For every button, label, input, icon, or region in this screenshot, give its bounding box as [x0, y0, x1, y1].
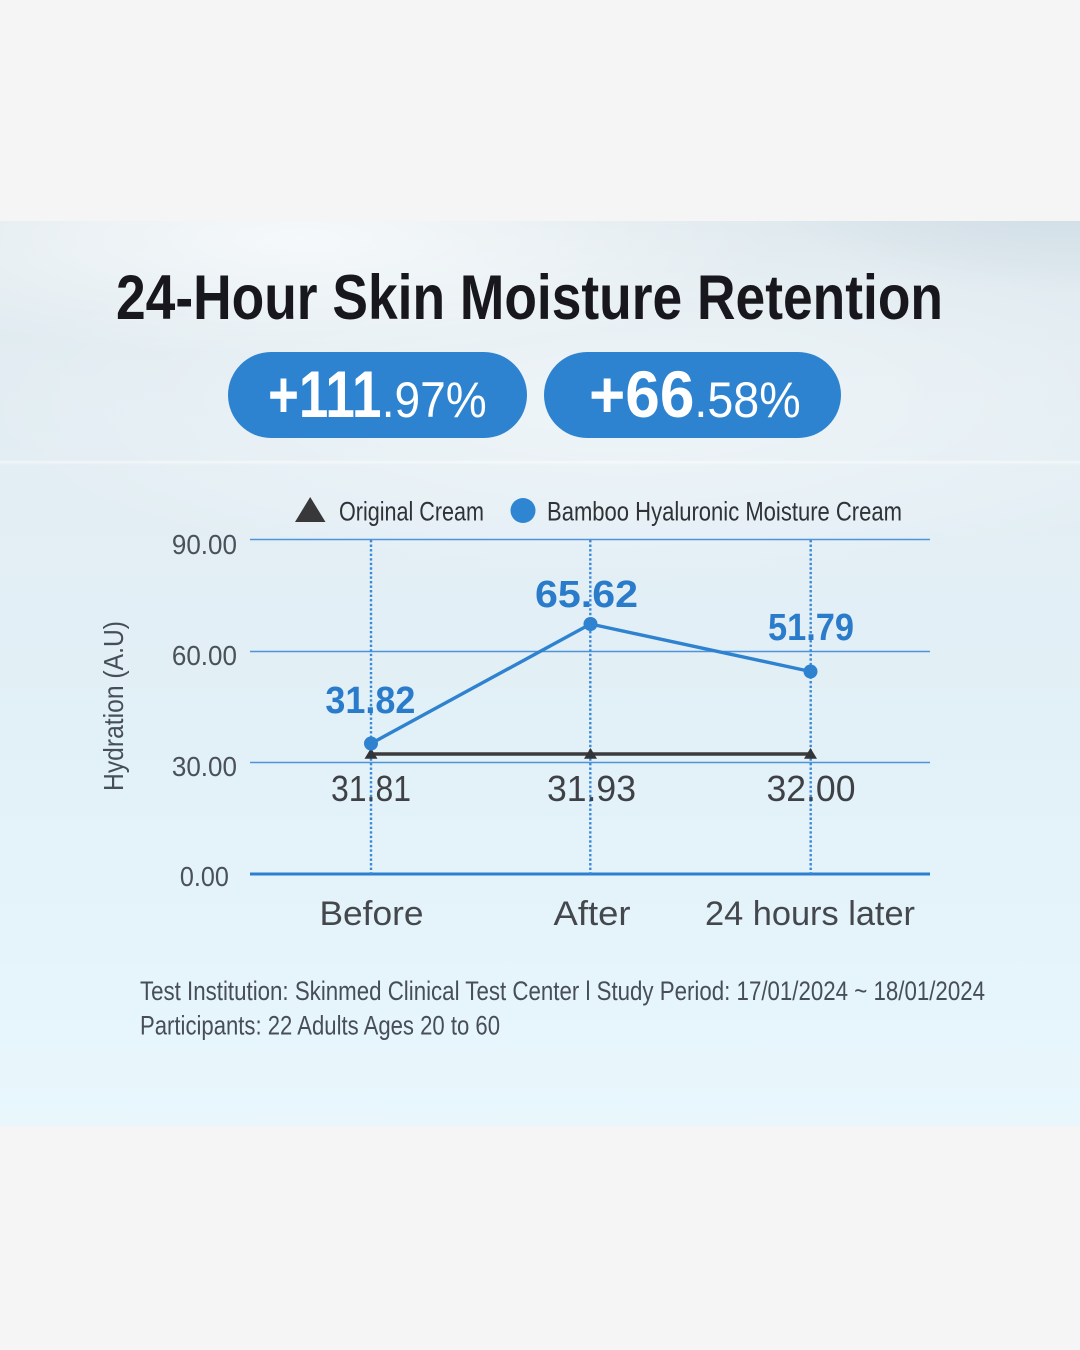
svg-text:+111: +111 — [268, 357, 381, 431]
svg-text:Participants: 22 Adults Ages 2: Participants: 22 Adults Ages 20 to 60 — [140, 1011, 500, 1041]
svg-text:51.79: 51.79 — [768, 607, 854, 649]
svg-text:Hydration (A.U): Hydration (A.U) — [98, 621, 129, 791]
svg-text:0.00: 0.00 — [180, 861, 229, 892]
svg-text:90.00: 90.00 — [172, 529, 237, 560]
svg-text:.58%: .58% — [694, 372, 800, 428]
svg-text:Before: Before — [320, 895, 424, 933]
svg-text:Original Cream: Original Cream — [339, 497, 484, 527]
svg-text:Bamboo Hyaluronic Moisture Cre: Bamboo Hyaluronic Moisture Cream — [547, 497, 902, 527]
svg-text:31.81: 31.81 — [331, 768, 411, 809]
svg-text:32.00: 32.00 — [767, 768, 856, 809]
svg-text:24-Hour Skin Moisture Retentio: 24-Hour Skin Moisture Retention — [116, 263, 943, 333]
svg-text:.97%: .97% — [382, 372, 487, 428]
svg-text:After: After — [554, 895, 631, 933]
svg-text:65.62: 65.62 — [535, 574, 638, 616]
svg-text:30.00: 30.00 — [172, 751, 237, 782]
svg-text:31.82: 31.82 — [325, 680, 415, 722]
svg-text:+66: +66 — [589, 357, 694, 431]
svg-text:24 hours later: 24 hours later — [705, 895, 915, 933]
svg-text:60.00: 60.00 — [172, 640, 237, 671]
svg-text:Test Institution: Skinmed Clin: Test Institution: Skinmed Clinical Test … — [140, 976, 985, 1006]
svg-text:31.93: 31.93 — [547, 768, 636, 809]
